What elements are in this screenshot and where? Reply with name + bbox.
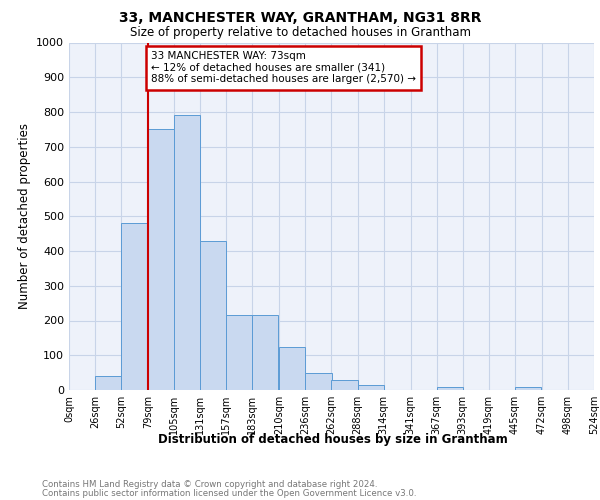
- Bar: [200, 240, 226, 390]
- Bar: [226, 316, 253, 390]
- Text: 33, MANCHESTER WAY, GRANTHAM, NG31 8RR: 33, MANCHESTER WAY, GRANTHAM, NG31 8RR: [119, 11, 481, 25]
- Text: Distribution of detached houses by size in Grantham: Distribution of detached houses by size …: [158, 432, 508, 446]
- Y-axis label: Number of detached properties: Number of detached properties: [17, 123, 31, 309]
- Bar: [515, 387, 541, 390]
- Bar: [280, 346, 305, 390]
- Text: Size of property relative to detached houses in Grantham: Size of property relative to detached ho…: [130, 26, 470, 39]
- Bar: [305, 372, 331, 390]
- Bar: [358, 385, 383, 390]
- Text: Contains HM Land Registry data © Crown copyright and database right 2024.: Contains HM Land Registry data © Crown c…: [42, 480, 377, 489]
- Bar: [121, 223, 147, 390]
- Bar: [331, 380, 358, 390]
- Bar: [253, 316, 278, 390]
- Text: 33 MANCHESTER WAY: 73sqm
← 12% of detached houses are smaller (341)
88% of semi-: 33 MANCHESTER WAY: 73sqm ← 12% of detach…: [151, 51, 416, 84]
- Bar: [95, 376, 121, 390]
- Bar: [148, 130, 174, 390]
- Bar: [437, 387, 463, 390]
- Text: Contains public sector information licensed under the Open Government Licence v3: Contains public sector information licen…: [42, 489, 416, 498]
- Bar: [174, 116, 200, 390]
